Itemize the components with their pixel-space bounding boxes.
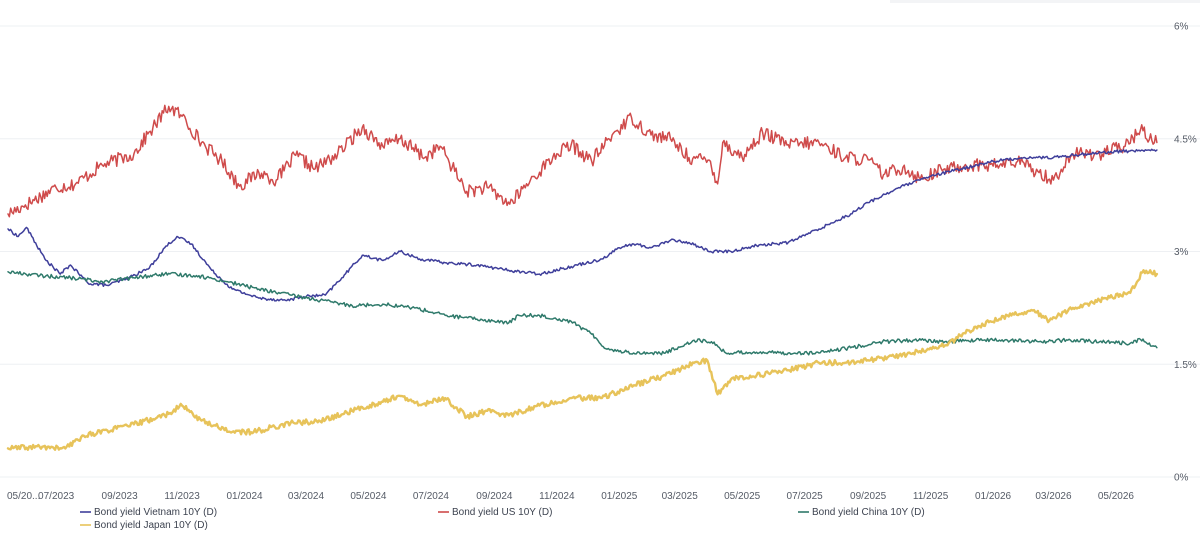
y-tick-label: 6% — [1174, 22, 1189, 33]
y-tick-label: 4.5% — [1174, 134, 1197, 145]
x-tick-label: 11/2023 — [164, 491, 200, 502]
x-tick-label: 07/2025 — [787, 491, 824, 502]
x-tick-label: 05/20... — [7, 491, 40, 502]
x-tick-label: 01/2026 — [975, 491, 1012, 502]
x-tick-label: 01/2024 — [226, 491, 263, 502]
x-tick-label: 03/2026 — [1035, 491, 1072, 502]
y-tick-label: 0% — [1174, 473, 1189, 484]
x-tick-label: 07/2024 — [413, 491, 450, 502]
x-tick-label: 03/2025 — [662, 491, 699, 502]
x-tick-label: 07/2023 — [38, 491, 75, 502]
x-tick-label: 03/2024 — [288, 491, 325, 502]
x-tick-label: 11/2025 — [913, 491, 949, 502]
x-axis-ticks: 05/20...07/2023 09/2023 11/2023 01/2024 03/2… — [7, 491, 1134, 502]
series-line — [7, 148, 1158, 302]
legend-label: Bond yield Vietnam 10Y (D) — [94, 507, 217, 518]
series-line — [7, 104, 1158, 218]
x-tick-label: 09/2024 — [476, 491, 513, 502]
x-tick-label: 09/2025 — [850, 491, 887, 502]
x-tick-label: 11/2024 — [539, 491, 575, 502]
x-tick-label: 05/2025 — [724, 491, 761, 502]
x-tick-label: 05/2024 — [350, 491, 387, 502]
series-line — [7, 270, 1158, 356]
legend-item[interactable]: Bond yield US 10Y (D) — [438, 507, 552, 518]
legend-item[interactable]: Bond yield China 10Y (D) — [798, 507, 925, 518]
y-tick-label: 3% — [1174, 247, 1189, 258]
legend-item[interactable]: Bond yield Vietnam 10Y (D) — [80, 507, 217, 518]
legend-item[interactable]: Bond yield Japan 10Y (D) — [80, 520, 208, 531]
legend-label: Bond yield China 10Y (D) — [812, 507, 925, 518]
legend-label: Bond yield US 10Y (D) — [452, 507, 552, 518]
x-tick-label: 09/2023 — [102, 491, 139, 502]
series-line — [6, 269, 1159, 451]
y-axis-ticks: 0% 1.5% 3% 4.5% 6% — [1174, 22, 1197, 484]
legend[interactable]: Bond yield Vietnam 10Y (D) Bond yield US … — [80, 507, 925, 531]
x-tick-label: 05/2026 — [1098, 491, 1135, 502]
legend-label: Bond yield Japan 10Y (D) — [94, 520, 208, 531]
y-tick-label: 1.5% — [1174, 360, 1197, 371]
series-lines — [6, 104, 1159, 451]
top-bar — [890, 0, 1200, 3]
grid-lines — [0, 25, 1200, 478]
x-tick-label: 01/2025 — [601, 491, 638, 502]
